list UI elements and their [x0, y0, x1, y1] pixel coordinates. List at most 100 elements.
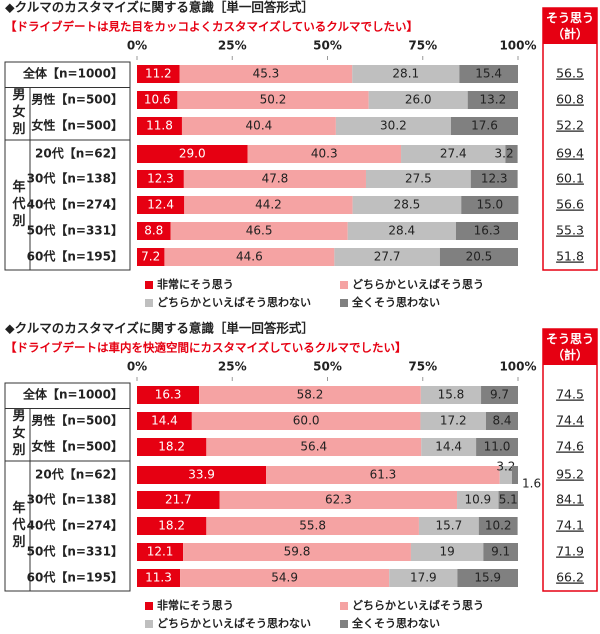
data-label: 12.4 [147, 198, 174, 212]
chart-title: ◆クルマのカスタマイズに関する意識［単一回答形式］ [5, 0, 314, 15]
data-label: 54.9 [271, 571, 298, 585]
data-label: 27.4 [440, 147, 467, 161]
data-label: 8.4 [492, 414, 511, 428]
y-tick-label: 30代【n=138】 [27, 492, 123, 507]
data-label: 10.9 [464, 493, 491, 507]
bar-segment [352, 65, 460, 83]
chart-subtitle: 【ドライブデートは車内を快適空間にカスタマイズしているクルマでしたい】 [5, 341, 406, 355]
bar-segment [420, 412, 486, 430]
y-tick-label: 男性【n=500】 [31, 92, 123, 107]
legend-label: どちらかといえばそう思う [352, 598, 484, 612]
data-label: 45.3 [253, 67, 280, 81]
summary-value: 74.1 [556, 518, 584, 533]
bar-segment [478, 517, 518, 535]
bar-segment [439, 248, 518, 266]
bar-segment [247, 145, 402, 163]
data-label: 9.1 [491, 545, 510, 559]
summary-header-bg [543, 8, 597, 44]
y-tick-label: 50代【n=331】 [27, 223, 123, 238]
summary-value: 52.2 [556, 118, 584, 133]
data-label: 10.6 [144, 93, 171, 107]
data-label: 28.1 [392, 67, 419, 81]
bar-segment [389, 569, 458, 587]
x-tick-label: 0% [127, 39, 147, 53]
bar-segment [418, 517, 479, 535]
summary-header: そう思う（計） [545, 332, 594, 362]
bar-segment [335, 117, 451, 135]
bar-segment [177, 91, 369, 109]
legend-label: どちらかといえばそう思わない [157, 295, 311, 309]
summary-value: 60.8 [556, 92, 584, 107]
x-tick-label: 50% [313, 39, 342, 53]
data-label: 15.9 [474, 571, 501, 585]
legend-swatch [145, 620, 153, 628]
x-tick-label: 0% [127, 360, 147, 374]
bar-segment [505, 145, 518, 163]
bar-segment [137, 569, 181, 587]
summary-value: 84.1 [556, 492, 584, 507]
data-label: 11.0 [484, 440, 511, 454]
data-label: 62.3 [325, 493, 352, 507]
data-label: 21.7 [165, 493, 192, 507]
data-label: 28.5 [394, 198, 421, 212]
summary-value: 60.1 [556, 171, 584, 186]
bar-segment [485, 412, 518, 430]
legend-swatch [340, 602, 348, 610]
summary-value: 95.2 [556, 467, 584, 482]
data-label: 27.7 [374, 250, 401, 264]
data-label: 17.6 [471, 119, 498, 133]
x-tick-label: 50% [313, 360, 342, 374]
legend-swatch [145, 281, 153, 289]
group-label: 男女別 [10, 88, 27, 139]
data-label: 26.0 [405, 93, 432, 107]
legend-label: 非常にそう思う [157, 598, 234, 612]
bar-segment [137, 117, 182, 135]
data-label: 17.9 [410, 571, 437, 585]
bar-segment [199, 386, 421, 404]
y-tick-label: 男性【n=500】 [31, 413, 123, 428]
bar-segment [219, 491, 458, 509]
data-label: 47.8 [262, 172, 289, 186]
legend-swatch [340, 620, 348, 628]
data-label: 12.3 [147, 172, 174, 186]
y-tick-label: 40代【n=274】 [27, 197, 123, 212]
bar-segment [183, 170, 366, 188]
summary-value: 51.8 [556, 249, 584, 264]
data-label: 50.2 [260, 93, 287, 107]
data-label: 40.3 [311, 147, 338, 161]
data-label: 33.9 [188, 468, 215, 482]
x-tick-label: 100% [499, 360, 536, 374]
bar-segment [137, 386, 200, 404]
data-label: 11.8 [146, 119, 173, 133]
x-tick-label: 75% [408, 39, 437, 53]
x-tick-label: 25% [218, 360, 247, 374]
legend-swatch [145, 602, 153, 610]
data-label: 14.4 [151, 414, 178, 428]
data-label: 44.2 [255, 198, 282, 212]
data-label: 29.0 [179, 147, 206, 161]
data-label: 20.5 [466, 250, 493, 264]
summary-value: 69.4 [556, 146, 584, 161]
bar-segment [421, 438, 477, 456]
summary-header-text: そう思う（計） [545, 332, 594, 362]
bar-segment [481, 386, 518, 404]
data-label: 61.3 [370, 468, 397, 482]
bar-segment [191, 412, 421, 430]
data-label: 9.7 [490, 388, 509, 402]
data-label: 27.5 [405, 172, 432, 186]
y-tick-label: 30代【n=138】 [27, 171, 123, 186]
y-tick-label: 女性【n=500】 [31, 439, 123, 454]
data-label: 56.4 [300, 440, 327, 454]
bar-segment [137, 145, 248, 163]
bar-segment [137, 438, 207, 456]
bar-segment [206, 438, 422, 456]
data-label: 40.4 [246, 119, 273, 133]
data-label: 3.2 [496, 460, 515, 474]
bar-segment [137, 517, 207, 535]
group-label: 年代別 [10, 500, 27, 552]
data-label: 11.2 [145, 67, 172, 81]
y-tick-label: 50代【n=331】 [27, 544, 123, 559]
bar-segment [470, 170, 518, 188]
data-label: 55.8 [299, 519, 326, 533]
summary-header: そう思う（計） [546, 11, 594, 41]
